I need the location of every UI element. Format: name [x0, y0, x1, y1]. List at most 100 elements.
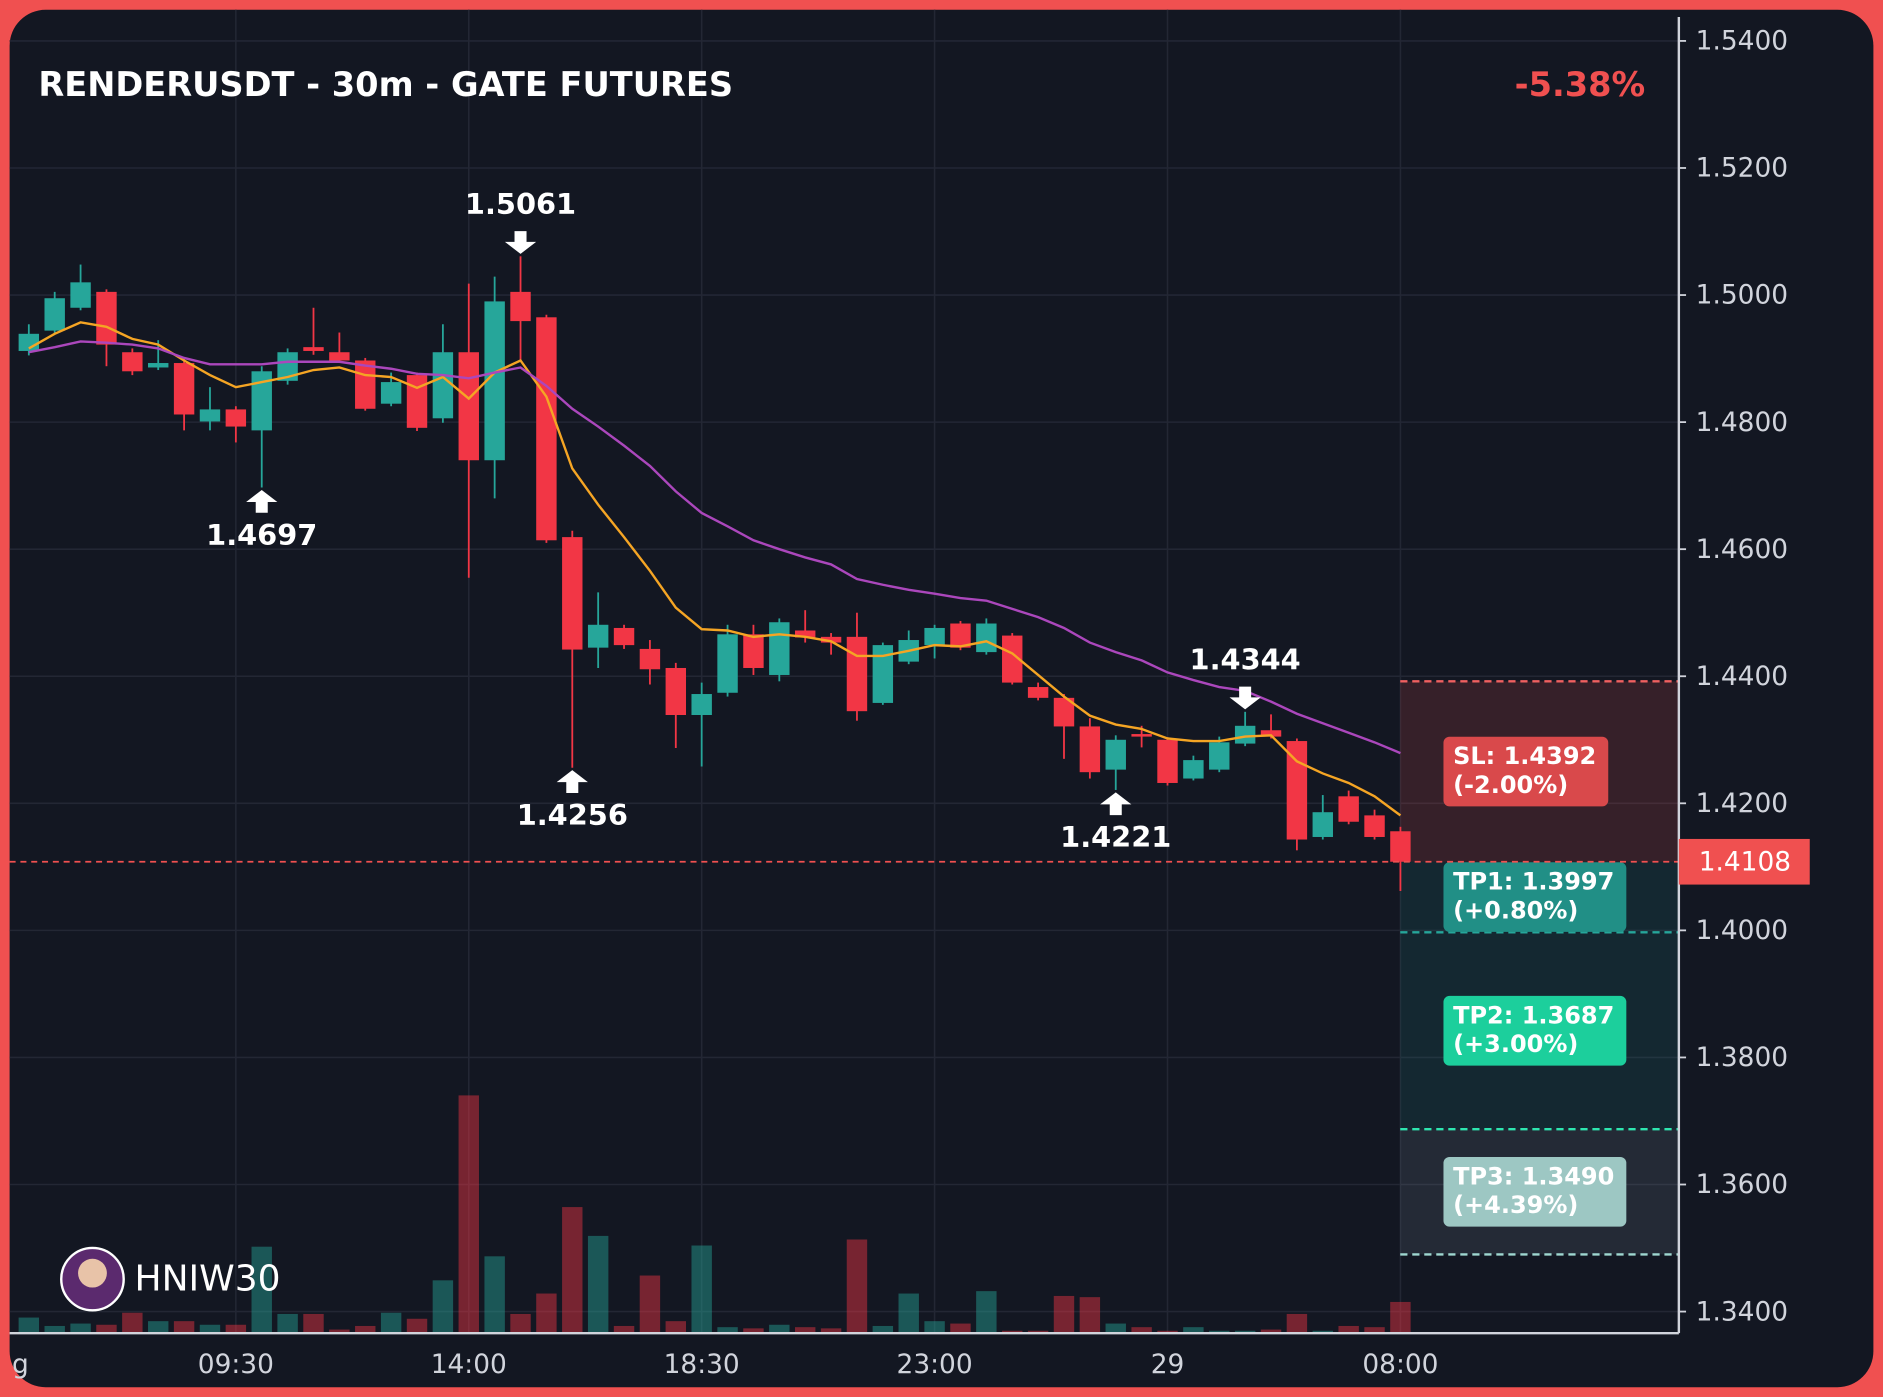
- volume-bar: [432, 1280, 454, 1334]
- x-edge-label: g: [12, 1349, 29, 1380]
- candle-body: [665, 667, 687, 715]
- avatar-face: [78, 1258, 107, 1288]
- volume-bar: [846, 1239, 868, 1334]
- volume-bar: [484, 1256, 505, 1334]
- level-change: (+0.80%): [1453, 896, 1578, 924]
- last-price-label: 1.4108: [1699, 846, 1791, 877]
- candle-body: [303, 347, 324, 351]
- candle-body: [1390, 831, 1411, 862]
- volume-bar: [406, 1318, 428, 1334]
- candle-body: [950, 623, 971, 648]
- candle-body: [1157, 739, 1178, 783]
- candle-body: [976, 623, 997, 653]
- volume-bar: [1338, 1325, 1359, 1334]
- candle-body: [1234, 725, 1256, 744]
- volume-bar: [355, 1325, 376, 1334]
- y-tick-label: 1.3800: [1696, 1042, 1788, 1073]
- volume-bar: [665, 1321, 687, 1334]
- volume-bar: [1053, 1295, 1075, 1334]
- level-label: TP1: 1.3997: [1453, 868, 1614, 896]
- volume-bar: [536, 1293, 557, 1334]
- volume-bar: [303, 1313, 324, 1334]
- candle-body: [1053, 697, 1075, 727]
- volume-bar: [510, 1313, 531, 1334]
- last-price-tag: [1678, 838, 1810, 885]
- candle-body: [717, 634, 738, 693]
- candle-body: [743, 634, 764, 668]
- volume-bar: [872, 1325, 894, 1334]
- y-tick-label: 1.5400: [1696, 26, 1788, 57]
- candle-body: [1338, 796, 1359, 822]
- candle-body: [96, 291, 117, 345]
- volume-bar: [587, 1235, 609, 1334]
- y-tick-label: 1.4600: [1696, 534, 1788, 565]
- candle-body: [225, 409, 247, 427]
- level-change: (+3.00%): [1453, 1030, 1578, 1058]
- volume-bar: [1260, 1329, 1282, 1334]
- volume-bar: [380, 1312, 402, 1334]
- level-label: TP3: 1.3490: [1453, 1162, 1614, 1190]
- candle-body: [846, 636, 868, 712]
- pivot-arrow: [246, 489, 278, 513]
- candle-body: [1286, 741, 1308, 840]
- volume-bar: [924, 1321, 945, 1334]
- candle-body: [432, 352, 454, 419]
- pivot-label: 1.4256: [517, 798, 628, 832]
- pivot-label: 1.4697: [206, 518, 317, 552]
- volume-bar: [329, 1329, 350, 1334]
- candle-body: [277, 352, 298, 381]
- candle-body: [924, 627, 945, 646]
- candle-body: [1002, 635, 1023, 683]
- volume-bar: [44, 1325, 65, 1334]
- level-change: (+4.39%): [1453, 1191, 1578, 1219]
- moving-average: [28, 340, 1401, 755]
- volume-bar: [691, 1245, 712, 1334]
- candle-body: [251, 371, 272, 431]
- candle-body: [406, 375, 428, 428]
- candle-body: [70, 282, 91, 308]
- level-label: TP2: 1.3687: [1453, 1001, 1614, 1029]
- candle-body: [769, 622, 790, 675]
- x-tick-label: 14:00: [431, 1349, 507, 1380]
- level-box: [1443, 862, 1627, 932]
- candle-body: [1027, 687, 1049, 698]
- plot: 1.5400 1.5200 1.5000 1.4800 1.4600 1.4400 1.42…: [9, 9, 1788, 1380]
- x-tick-label: 08:00: [1362, 1349, 1438, 1380]
- candle-body: [562, 537, 583, 650]
- candle-body: [510, 291, 531, 322]
- pivot-arrow: [1229, 686, 1261, 710]
- volume-bar: [277, 1313, 298, 1334]
- candle-body: [536, 317, 557, 541]
- y-tick-label: 1.3600: [1696, 1169, 1788, 1200]
- volume-bar: [148, 1321, 169, 1334]
- candle-body: [1312, 812, 1333, 837]
- candle-body: [1105, 739, 1126, 770]
- volume-bar: [225, 1324, 247, 1334]
- candle-body: [199, 409, 221, 422]
- volume-bar: [717, 1327, 738, 1334]
- candle-body: [1079, 726, 1101, 773]
- candle-body: [691, 694, 712, 715]
- volume-bar: [794, 1327, 816, 1334]
- volume-bar: [743, 1328, 764, 1334]
- candle-body: [1183, 760, 1204, 779]
- level-label: SL: 1.4392: [1453, 742, 1596, 770]
- level-box: [1443, 1156, 1627, 1227]
- y-tick-label: 1.5200: [1696, 153, 1788, 184]
- candle-body: [173, 363, 195, 415]
- y-tick-label: 1.4200: [1696, 788, 1788, 819]
- candle-body: [820, 636, 842, 643]
- volume-bar: [976, 1291, 997, 1334]
- volume-bar: [458, 1095, 479, 1334]
- candle-body: [639, 648, 661, 670]
- volume-bar: [562, 1207, 583, 1334]
- volume-bar: [18, 1317, 40, 1334]
- x-tick-label: 29: [1151, 1349, 1185, 1380]
- change-label: -5.38%: [1515, 65, 1646, 104]
- y-tick-label: 1.4800: [1696, 407, 1788, 438]
- candle-body: [794, 630, 816, 638]
- candle-body: [872, 645, 894, 703]
- x-tick-label: 09:30: [198, 1349, 274, 1380]
- volume-bar: [1105, 1323, 1126, 1334]
